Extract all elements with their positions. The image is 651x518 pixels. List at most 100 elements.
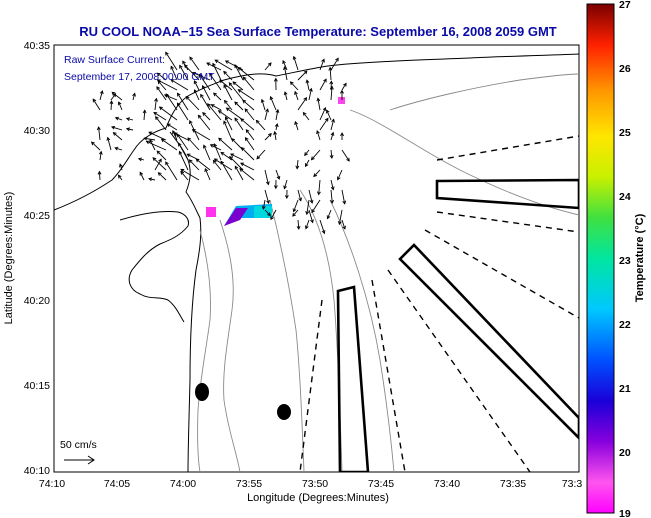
current-vector-head <box>218 137 223 142</box>
current-vector <box>111 91 123 101</box>
current-vector <box>234 117 244 131</box>
current-vector <box>330 132 334 141</box>
current-vector <box>306 80 310 91</box>
current-vector-head <box>99 90 104 95</box>
current-vector <box>231 138 244 151</box>
current-vector-head <box>165 93 170 98</box>
current-vector-head <box>292 208 297 213</box>
current-vector-head <box>188 159 193 164</box>
current-vector-head <box>283 91 288 96</box>
y-tick-label: 40:10 <box>24 465 50 477</box>
current-vector-head <box>156 72 161 77</box>
current-vector <box>161 138 178 151</box>
current-vector-head <box>240 146 245 151</box>
current-vector-head <box>157 172 162 176</box>
current-vector <box>91 141 101 151</box>
surface-current-vectors <box>90 51 350 235</box>
current-vector <box>264 189 270 204</box>
current-vector <box>275 169 280 180</box>
current-vector <box>305 159 310 167</box>
sst-patch-cool-band-dark <box>224 208 248 226</box>
current-vector-head <box>149 139 153 144</box>
current-vector-head <box>284 195 289 200</box>
current-vector-head <box>178 142 182 147</box>
current-vector <box>240 118 255 131</box>
current-vector <box>92 98 101 111</box>
current-vector-head <box>244 137 249 142</box>
dashed-lane-2 <box>436 211 579 233</box>
current-vector <box>306 199 310 215</box>
current-vector-head <box>245 129 250 133</box>
current-vector <box>282 60 288 71</box>
current-vector-head <box>132 92 136 97</box>
current-vector <box>192 129 211 141</box>
current-vector-head <box>296 225 301 230</box>
current-vector <box>234 101 244 111</box>
current-vector <box>319 78 327 91</box>
current-vector <box>153 112 167 121</box>
current-vector-head <box>331 118 335 123</box>
current-vector <box>180 171 189 181</box>
y-tick-label: 40:20 <box>24 295 50 307</box>
dashed-lane-4 <box>387 269 531 472</box>
current-vector-head <box>165 51 169 56</box>
colorbar-tick: 27 <box>619 0 631 11</box>
current-vector-head <box>183 64 188 69</box>
current-vector-head <box>294 120 298 125</box>
current-vector-head <box>303 70 308 75</box>
x-tick-label: 74:05 <box>104 478 130 490</box>
y-axis-ticks: 40:35 40:30 40:25 40:20 40:15 40:10 <box>24 40 50 477</box>
current-vector <box>118 101 123 111</box>
current-vector-head <box>152 157 157 162</box>
current-vector-head <box>213 143 218 148</box>
current-vector-head <box>329 154 334 160</box>
current-vector <box>234 64 244 81</box>
current-vector-head <box>173 132 178 137</box>
current-vector-head <box>193 80 198 85</box>
current-vector-head <box>283 185 287 190</box>
current-vector-head <box>224 116 229 121</box>
x-tick-label: 73:3 <box>562 478 583 490</box>
current-vector-head <box>267 212 271 217</box>
current-vector <box>326 110 332 121</box>
current-vector <box>98 127 101 141</box>
current-vector <box>113 132 123 141</box>
current-vector <box>341 189 346 204</box>
current-vector <box>148 131 167 141</box>
current-vector <box>308 88 312 101</box>
plot-frame <box>53 44 580 473</box>
current-vector-head <box>330 199 335 204</box>
current-vector-head <box>322 106 327 112</box>
current-vector <box>313 169 321 177</box>
current-vector-head <box>90 141 95 146</box>
current-vector-head <box>342 200 347 205</box>
current-vector-head <box>242 76 247 81</box>
current-vector <box>319 118 329 131</box>
current-vector-head <box>158 158 162 163</box>
current-vector-head <box>328 66 333 71</box>
current-vector-head <box>202 112 206 116</box>
current-vector-head <box>346 157 350 162</box>
current-vector-head <box>143 136 148 141</box>
current-vector <box>294 91 299 101</box>
current-vector-head <box>292 55 297 60</box>
current-vector-head <box>148 177 153 182</box>
current-vector <box>341 83 347 91</box>
x-tick-label: 74:00 <box>170 478 196 490</box>
current-vector <box>167 123 178 131</box>
current-vector <box>154 98 157 111</box>
current-vector-head <box>213 158 218 163</box>
x-tick-label: 73:55 <box>236 478 262 490</box>
current-vector <box>264 108 269 121</box>
current-vector <box>341 149 350 162</box>
current-vector <box>318 179 321 195</box>
current-vector <box>213 160 222 171</box>
current-vector <box>234 166 244 181</box>
colorbar-tick: 25 <box>619 127 631 139</box>
current-vector-head <box>234 64 238 69</box>
scale-arrow <box>64 455 95 465</box>
current-vector-head <box>217 110 222 114</box>
current-vector <box>297 97 307 111</box>
current-vector <box>311 149 321 160</box>
current-vector <box>341 219 346 230</box>
